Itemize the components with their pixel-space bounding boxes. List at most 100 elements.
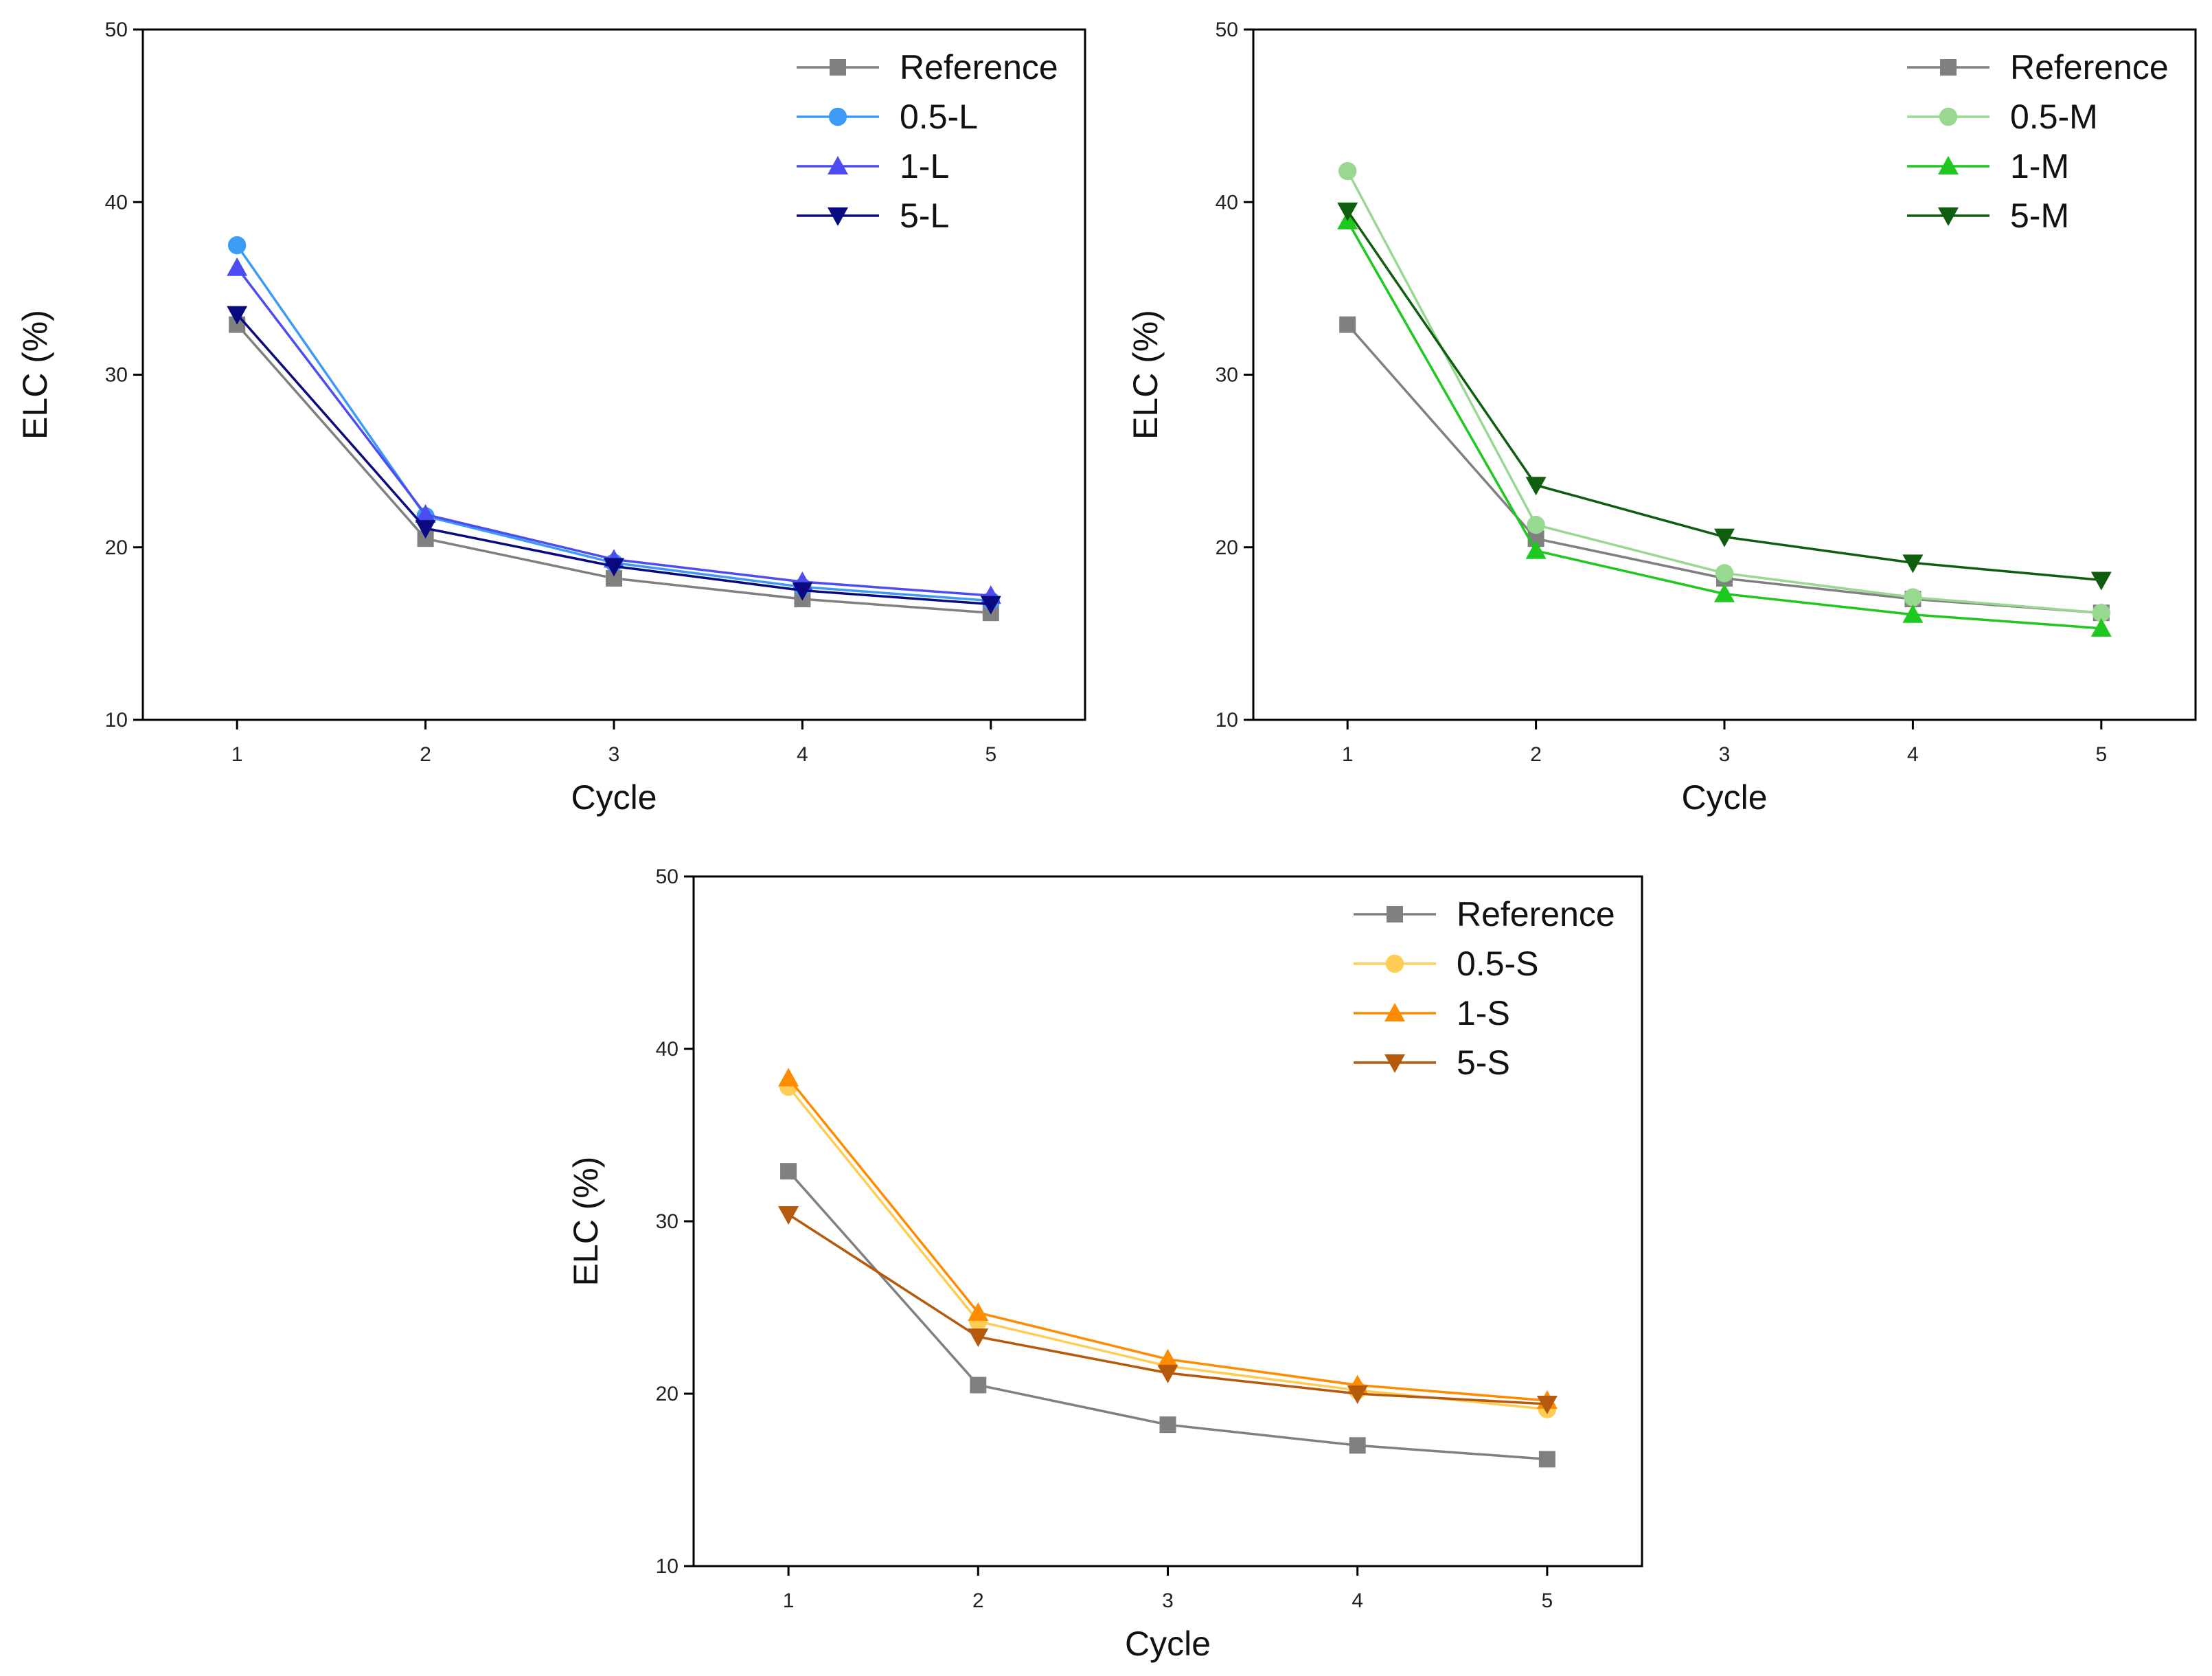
data-point (1338, 161, 1357, 181)
legend-marker (830, 59, 846, 76)
x-tick-label: 2 (1530, 743, 1542, 766)
legend-marker (828, 107, 847, 126)
x-axis-title: Cycle (571, 778, 657, 817)
legend-marker (828, 207, 848, 226)
data-point (970, 1377, 987, 1394)
x-tick-label: 1 (231, 743, 243, 766)
x-tick-label: 3 (608, 743, 620, 766)
y-tick-label: 20 (1216, 536, 1238, 559)
legend-marker (1940, 59, 1957, 76)
data-point (1337, 202, 1358, 221)
chart-panel-1: 10 20 30 40 50 1 2 3 4 5 Cycle ELC (%) Reference 0.5-… (16, 19, 1086, 817)
x-tick-label: 5 (1542, 1589, 1553, 1612)
series-5-M (1337, 202, 2112, 591)
legend-marker (1384, 1054, 1405, 1073)
data-point (968, 1302, 989, 1322)
legend-marker (1938, 207, 1959, 226)
legend: Reference 0.5-M 1-M 5-M (1907, 48, 2169, 235)
data-point (1349, 1437, 1366, 1454)
data-point (968, 1328, 989, 1348)
x-tick-label: 3 (1162, 1589, 1174, 1612)
legend-label: 5-S (1457, 1043, 1510, 1082)
y-tick-label: 30 (105, 364, 128, 387)
data-point (1157, 1364, 1178, 1383)
y-axis-title: ELC (%) (1126, 310, 1165, 440)
legend-label: 1-M (2010, 147, 2069, 185)
data-point (780, 1163, 797, 1180)
data-point (1525, 477, 1547, 496)
legend-marker (1384, 1003, 1405, 1021)
y-tick-label: 30 (656, 1210, 679, 1233)
data-point (227, 306, 248, 325)
data-point (1904, 588, 1922, 607)
series-0.5-M (1338, 161, 2110, 622)
legend: Reference 0.5-S 1-S 5-S (1354, 895, 1615, 1082)
series-line (787, 1170, 1548, 1461)
x-tick-label: 2 (420, 743, 431, 766)
legend: Reference 0.5-L 1-L 5-L (797, 48, 1058, 235)
data-point (1536, 1396, 1558, 1415)
x-tick-label: 4 (1907, 743, 1919, 766)
series-line (236, 245, 991, 602)
legend-label: 1-L (900, 147, 949, 185)
x-tick-label: 5 (2095, 743, 2107, 766)
legend-label: 0.5-M (2010, 98, 2098, 136)
data-point (1714, 583, 1735, 602)
data-point (2090, 571, 2112, 591)
y-tick-label: 40 (656, 1038, 679, 1061)
data-point (415, 520, 436, 539)
series-Reference (780, 1163, 1555, 1468)
series-line (1346, 210, 2101, 582)
y-tick-label: 10 (105, 709, 128, 732)
x-tick-label: 4 (1352, 1589, 1363, 1612)
legend-label: 5-L (900, 196, 949, 235)
data-point (1347, 1385, 1368, 1404)
legend-label: 1-S (1457, 994, 1510, 1032)
legend-label: 0.5-L (900, 98, 978, 136)
data-point (980, 596, 1001, 615)
series-5-S (778, 1205, 1558, 1415)
data-point (2092, 604, 2110, 622)
data-point (1902, 554, 1924, 574)
y-tick-label: 40 (105, 191, 128, 214)
legend-label: Reference (1457, 895, 1615, 933)
series-line (236, 267, 991, 597)
x-tick-label: 5 (985, 743, 996, 766)
legend-label: Reference (2010, 48, 2169, 87)
data-point (2090, 618, 2112, 637)
x-tick-label: 2 (972, 1589, 984, 1612)
data-point (778, 1205, 799, 1225)
y-tick-label: 50 (105, 19, 128, 41)
data-point (1714, 528, 1735, 547)
legend-marker (1387, 906, 1403, 922)
chart-panel-3: 10 20 30 40 50 1 2 3 4 5 Cycle ELC (%) Reference 0.5-… (567, 865, 1643, 1663)
data-point (1157, 1348, 1178, 1368)
y-tick-label: 30 (1216, 364, 1238, 387)
data-point (1715, 564, 1734, 582)
series-5-L (227, 306, 1001, 615)
legend-label: Reference (900, 48, 1058, 87)
legend-label: 0.5-S (1457, 944, 1539, 983)
data-point (1527, 515, 1545, 534)
data-point (604, 558, 624, 577)
data-point (227, 257, 248, 276)
y-tick-label: 40 (1216, 191, 1238, 214)
series-1-L (227, 257, 1001, 604)
x-tick-label: 1 (1342, 743, 1354, 766)
y-tick-label: 50 (1216, 19, 1238, 41)
data-point (1902, 604, 1924, 623)
y-axis-title: ELC (%) (567, 1157, 605, 1287)
x-tick-label: 4 (797, 743, 808, 766)
y-tick-label: 20 (105, 536, 128, 559)
x-axis-title: Cycle (1681, 778, 1767, 817)
data-point (1525, 540, 1547, 559)
legend-marker (828, 156, 848, 174)
legend-label: 5-M (2010, 196, 2069, 235)
chart-panel-2: 10 20 30 40 50 1 2 3 4 5 Cycle ELC (%) Reference 0.5-… (1126, 19, 2197, 817)
legend-marker (1939, 107, 1958, 126)
series-1-S (778, 1067, 1558, 1409)
y-tick-label: 20 (656, 1383, 679, 1405)
y-tick-label: 50 (656, 865, 679, 888)
data-point (415, 504, 436, 523)
